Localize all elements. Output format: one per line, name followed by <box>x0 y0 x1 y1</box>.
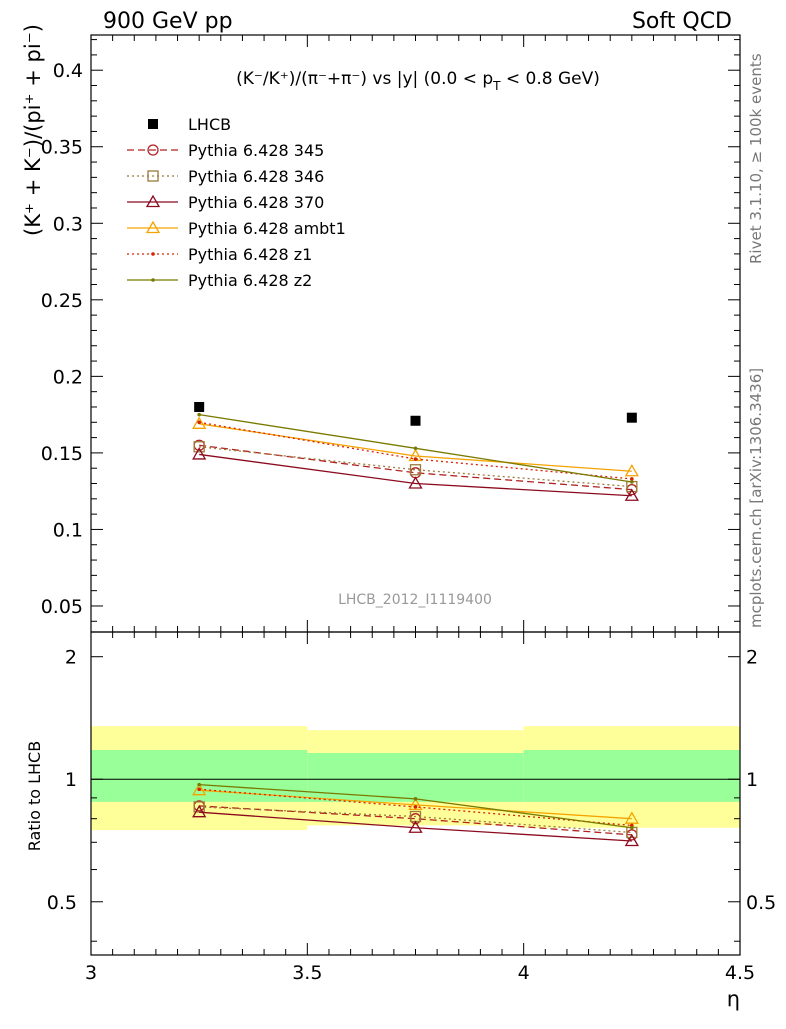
legend-label-lhcb: LHCB <box>188 115 231 134</box>
main-series-1-point-0 <box>193 441 205 453</box>
ratio-y-tick-label-right: 2 <box>746 647 758 669</box>
main-title-tail: < 0.8 GeV) <box>501 69 600 89</box>
ratio-series-4-point-0 <box>197 787 201 792</box>
main-y-tick-label: 0.15 <box>41 443 83 465</box>
main-series-5-point-2 <box>630 480 634 484</box>
ratio-series-line-1 <box>199 806 632 834</box>
main-y-axis-title: (K⁺ + K⁻)/(pi⁺ + pi⁻) <box>21 24 45 236</box>
ratio-series-3-point-1 <box>408 797 423 811</box>
main-series-3-point-0 <box>192 416 207 429</box>
ratio-series-2-point-2 <box>624 833 639 847</box>
main-series-2-point-1 <box>408 476 423 489</box>
legend-label-0: Pythia 6.428 345 <box>188 141 324 160</box>
x-axis-title: η <box>727 987 740 1011</box>
main-title-subscript: T <box>492 79 501 93</box>
ratio-series-4-point-1 <box>413 805 418 809</box>
ratio-series-5-point-0 <box>197 782 201 787</box>
lhcb-data-point-2 <box>626 412 637 423</box>
legend-marker-0 <box>147 144 159 156</box>
main-y-tick-label: 0.1 <box>53 519 83 541</box>
inner-band-2 <box>523 749 740 802</box>
main-series-5-point-0 <box>197 412 201 417</box>
ratio-y-tick-label-right: 1 <box>746 769 758 791</box>
header-left-label: 900 GeV pp <box>103 9 233 34</box>
ratio-series-3-point-2 <box>624 811 639 824</box>
watermark-label: LHCB_2012_I1119400 <box>338 592 492 608</box>
ratio-y-tick-label-right: 0.5 <box>746 892 776 914</box>
main-series-2-point-2 <box>624 488 639 501</box>
ratio-y-axis-title: Ratio to LHCB <box>25 741 44 851</box>
ratio-series-line-0 <box>199 805 632 836</box>
ratio-series-3-point-0 <box>192 782 207 796</box>
legend-marker-5 <box>151 278 155 282</box>
main-y-tick-label: 0.25 <box>41 290 83 312</box>
lhcb-data-point-1 <box>410 415 421 426</box>
main-y-tick-label: 0.4 <box>53 60 83 82</box>
x-tick-label: 3.5 <box>292 962 322 984</box>
legend-label-2: Pythia 6.428 370 <box>188 193 324 212</box>
legend-marker-lhcb <box>148 119 158 129</box>
x-tick-label: 3 <box>85 962 97 984</box>
ratio-y-tick-label-left: 1 <box>65 769 77 791</box>
x-tick-label: 4 <box>518 962 530 984</box>
main-y-tick-label: 0.35 <box>41 137 83 159</box>
main-panel: 0.05 0.1 0.15 0.2 0.25 0.3 0.35 0.4 LHCB Pythia 6… <box>41 34 741 633</box>
ratio-series-line-3 <box>199 789 632 820</box>
lhcb-data-point-0 <box>194 401 205 412</box>
rivet-version-note: Rivet 3.1.10, ≥ 100k events <box>747 53 765 264</box>
main-title: (K⁻/K⁺)/(π⁻+π⁻) vs |y| (0.0 < pT < 0.8 G… <box>236 69 600 93</box>
main-series-5-point-1 <box>413 446 418 451</box>
header-right-label: Soft QCD <box>632 9 732 34</box>
legend-label-3: Pythia 6.428 ambt1 <box>188 219 346 238</box>
main-title-text: (K⁻/K⁺)/(π⁻+π⁻) vs |y| (0.0 < p <box>236 69 493 89</box>
ratio-series-5-point-2 <box>630 825 634 830</box>
main-series-1-point-1 <box>409 464 422 476</box>
main-series-2-point-0 <box>192 447 207 460</box>
main-series-line-0 <box>199 444 632 491</box>
legend-label-5: Pythia 6.428 z2 <box>188 271 312 290</box>
main-y-tick-label: 0.2 <box>53 366 83 388</box>
main-series-4-point-2 <box>630 477 634 481</box>
main-series-4-point-0 <box>197 420 201 425</box>
main-series-3-point-2 <box>624 463 639 477</box>
inner-band-0 <box>91 749 308 802</box>
ratio-y-tick-label-left: 2 <box>65 647 77 669</box>
legend-marker-4 <box>151 252 155 256</box>
legend-marker-2 <box>145 194 161 208</box>
legend-marker-1 <box>147 170 159 182</box>
main-y-tick-label: 0.3 <box>53 213 83 235</box>
main-y-tick-label: 0.05 <box>41 596 83 618</box>
legend-label-4: Pythia 6.428 z1 <box>188 245 312 264</box>
ratio-y-tick-label-left: 0.5 <box>47 892 77 914</box>
ratio-panel: 3 3.5 4 4.5 0.5 0.5 1 1 2 2 <box>47 631 776 984</box>
legend: LHCB Pythia 6.428 345 Pythia 6.428 346 Pyth… <box>127 115 346 290</box>
main-series-4-point-1 <box>413 457 418 461</box>
ratio-series-5-point-1 <box>413 797 418 801</box>
ratio-series-line-2 <box>199 811 632 842</box>
legend-label-1: Pythia 6.428 346 <box>188 167 324 186</box>
mcplots-source-note: mcplots.cern.ch [arXiv:1306.3436] <box>747 368 765 628</box>
ratio-series-2-point-1 <box>408 820 423 833</box>
legend-marker-3 <box>145 220 161 234</box>
main-series-line-3 <box>199 423 632 472</box>
ratio-series-line-4 <box>199 788 632 827</box>
ratio-series-1-point-0 <box>193 801 205 813</box>
main-series-line-2 <box>199 453 632 497</box>
ratio-series-2-point-0 <box>192 804 207 818</box>
x-tick-label: 4.5 <box>725 962 755 984</box>
